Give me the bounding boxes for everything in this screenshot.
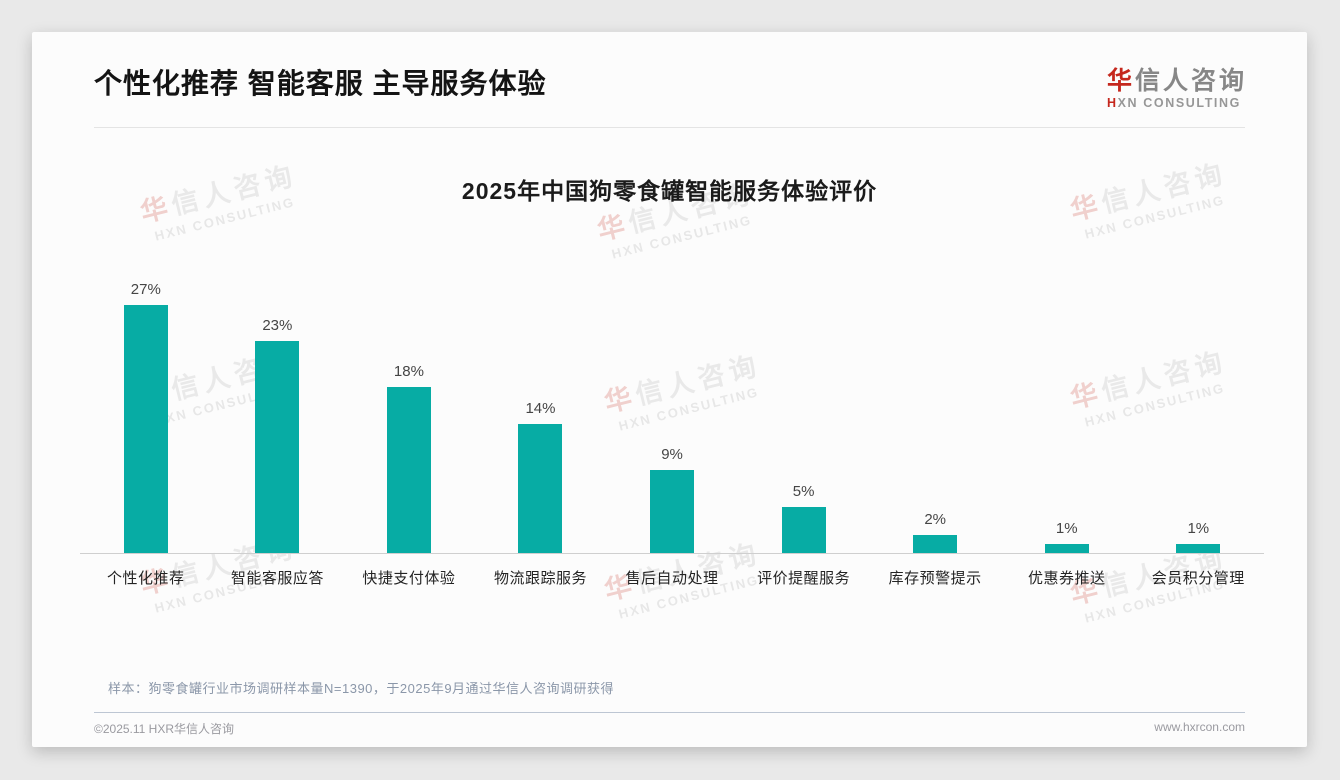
slide-card: 华信人咨询 HXN CONSULTING 华信人咨询 HXN CONSULTING 华信… (32, 32, 1307, 747)
bar-column: 2% (869, 511, 1001, 553)
logo-en-text: XN CONSULTING (1117, 95, 1241, 110)
header: 个性化推荐 智能客服 主导服务体验 华信人咨询 HXN CONSULTING (32, 32, 1307, 110)
bar (1044, 543, 1089, 553)
x-axis-label: 会员积分管理 (1151, 570, 1245, 587)
bar-value-label: 1% (1187, 519, 1210, 537)
bar (913, 534, 958, 553)
logo-cn-accent: 华 (1106, 67, 1135, 95)
x-axis-label: 快捷支付体验 (362, 570, 456, 587)
page-title: 个性化推荐 智能客服 主导服务体验 (94, 68, 547, 99)
company-logo: 华信人咨询 HXN CONSULTING (1106, 67, 1247, 111)
bar-value-label: 9% (661, 446, 683, 464)
x-axis-label: 智能客服应答 (230, 570, 324, 587)
bar-plot: 27% 23% 18% 14% 9% 5% 2% 1% 1% (80, 281, 1264, 553)
website-url: www.hxrcon.com (1154, 720, 1245, 734)
footer-divider (94, 712, 1245, 713)
sample-note: 样本：狗零食罐行业市场调研样本量N=1390，于2025年9月通过华信人咨询调研… (108, 681, 615, 696)
bar-value-label: 18% (393, 363, 424, 381)
slide-content: 个性化推荐 智能客服 主导服务体验 华信人咨询 HXN CONSULTING 2… (32, 32, 1307, 747)
x-axis-labels: 个性化推荐 智能客服应答 快捷支付体验 物流跟踪服务 售后自动处理 评价提醒服务 库存预警提… (80, 567, 1264, 588)
bar-value-label: 2% (924, 510, 946, 528)
header-divider (94, 127, 1245, 129)
bar-column: 27% (80, 281, 212, 553)
bar-column: 14% (475, 400, 607, 553)
footer: ©2025.11 HXR华信人咨询 www.hxrcon.com (94, 720, 1245, 737)
bar-value-label: 23% (262, 317, 293, 335)
bar-column: 1% (1133, 520, 1265, 553)
bar-value-label: 1% (1055, 519, 1078, 537)
bar (518, 424, 563, 553)
logo-en-accent: H (1106, 95, 1118, 110)
bar-value-label: 27% (130, 280, 161, 298)
x-axis-label: 评价提醒服务 (757, 570, 851, 587)
bar-value-label: 5% (792, 483, 815, 500)
bar-column: 18% (343, 363, 475, 553)
logo-en-line: HXN CONSULTING (1106, 95, 1247, 111)
x-axis-line (80, 553, 1264, 554)
x-axis-label: 售后自动处理 (625, 570, 719, 587)
x-axis-label: 个性化推荐 (107, 570, 185, 587)
chart-title: 2025年中国狗零食罐智能服务体验评价 (461, 178, 878, 205)
bar (781, 507, 826, 553)
bar-column: 5% (738, 483, 870, 553)
bar-column: 23% (212, 317, 344, 553)
bar (123, 304, 168, 553)
bar-column: 9% (606, 446, 738, 553)
x-axis-label: 库存预警提示 (888, 570, 982, 587)
bar (255, 341, 300, 553)
x-axis-label: 物流跟踪服务 (493, 570, 587, 587)
copyright-text: ©2025.11 HXR华信人咨询 (94, 722, 234, 736)
bar-value-label: 14% (525, 400, 556, 418)
bar (650, 470, 695, 553)
bar-column: 1% (1001, 520, 1133, 553)
bar (1176, 543, 1221, 553)
x-axis-label: 优惠券推送 (1027, 570, 1106, 587)
logo-cn-text: 信人咨询 (1134, 67, 1247, 95)
logo-cn-line: 华信人咨询 (1106, 67, 1247, 96)
bar (386, 387, 431, 553)
